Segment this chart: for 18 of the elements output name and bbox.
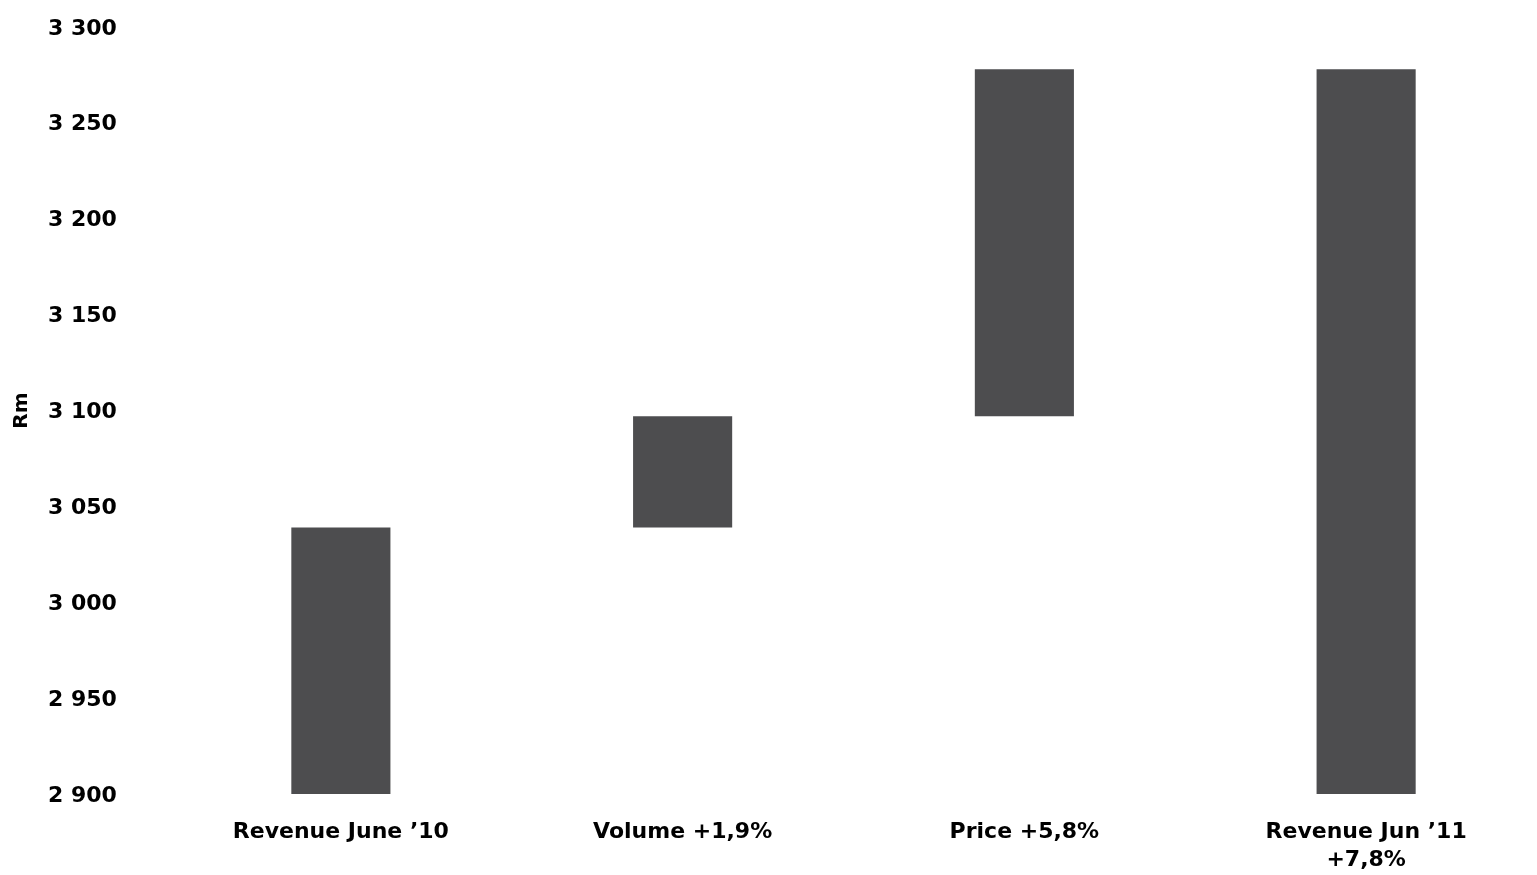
x-tick-label: Revenue June ’10 bbox=[232, 817, 449, 843]
x-tick-label: Volume +1,9% bbox=[593, 817, 773, 843]
x-tick-label: Price +5,8% bbox=[949, 817, 1100, 843]
y-tick-label: 3 150 bbox=[48, 302, 117, 328]
y-tick-label: 3 050 bbox=[48, 493, 117, 519]
y-tick-label: 2 900 bbox=[48, 781, 117, 807]
bar bbox=[1316, 69, 1416, 794]
y-tick-label: 3 100 bbox=[48, 398, 117, 423]
bar bbox=[291, 527, 391, 794]
y-tick-label: 3 200 bbox=[48, 206, 117, 232]
bar bbox=[974, 69, 1074, 417]
y-tick-label: 3 250 bbox=[48, 110, 117, 136]
x-tick-label: Revenue Jun ’11 +7,8% bbox=[1265, 817, 1467, 871]
bar bbox=[633, 416, 733, 528]
y-tick-label: 2 950 bbox=[48, 685, 117, 711]
y-tick-label: 3 000 bbox=[48, 589, 117, 615]
y-axis-title: Rm bbox=[8, 392, 32, 429]
y-tick-label: 3 300 bbox=[48, 14, 117, 40]
